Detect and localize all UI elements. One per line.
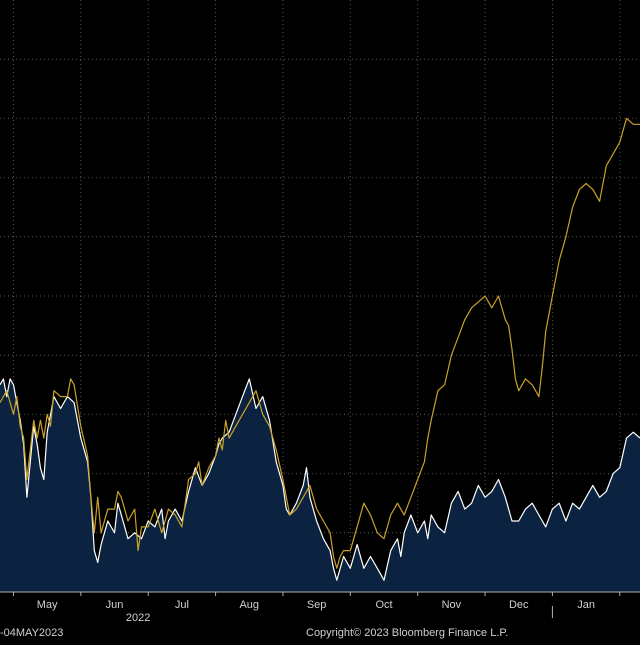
x-tick-label: Jul xyxy=(175,599,189,611)
x-tick-label: Jun xyxy=(106,599,124,611)
year-label: 2022 xyxy=(126,612,150,624)
series-line-1 xyxy=(0,378,640,581)
x-tick-label: Jan xyxy=(577,599,595,611)
date-range-label: -04MAY2023 xyxy=(0,627,63,639)
x-tick-label: Dec xyxy=(509,599,529,611)
x-tick-label: May xyxy=(37,599,58,611)
series-area-1 xyxy=(0,378,640,592)
x-tick-label: Nov xyxy=(442,599,462,611)
copyright-label: Copyright© 2023 Bloomberg Finance L.P. xyxy=(306,627,508,639)
x-tick-label: Sep xyxy=(307,599,327,611)
series-layer xyxy=(0,117,640,592)
x-axis: May Jun Jul Aug Sep Oct Nov Dec Jan 2022 xyxy=(0,591,640,624)
x-tick-label: Aug xyxy=(239,599,259,611)
series-line-0 xyxy=(0,117,640,569)
x-tick-label: Oct xyxy=(375,599,392,611)
